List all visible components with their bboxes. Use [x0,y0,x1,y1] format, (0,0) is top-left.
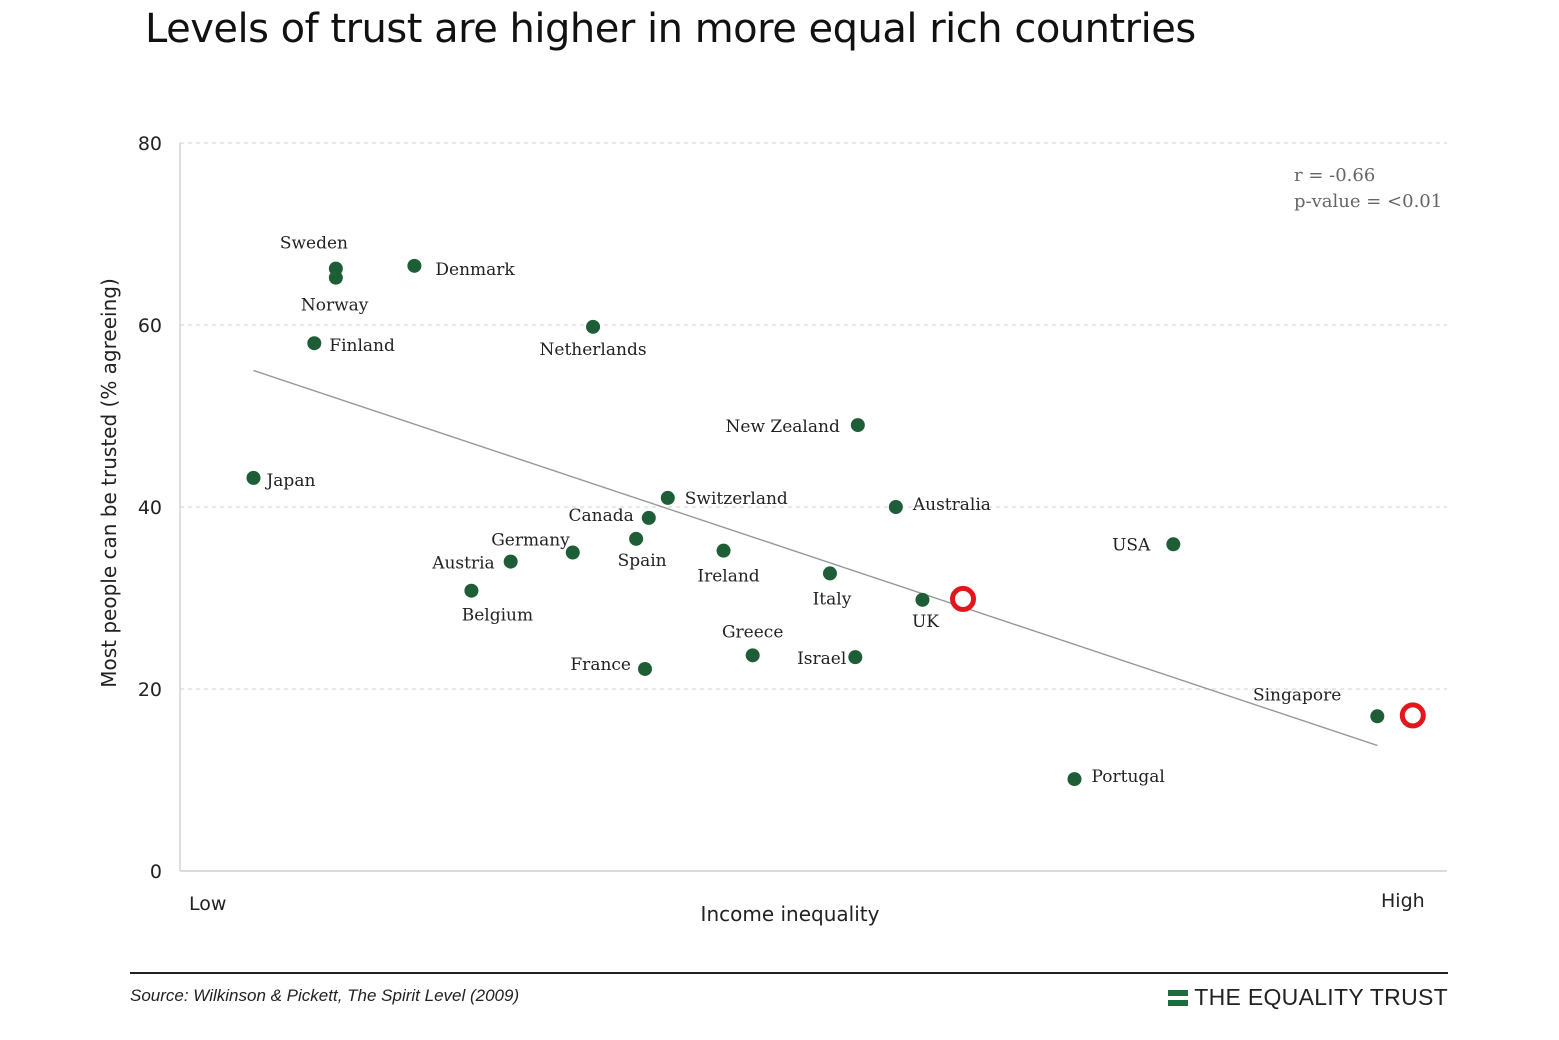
label-new-zealand: New Zealand [726,417,840,437]
x-tick-low: Low [189,893,226,915]
label-canada: Canada [569,506,634,526]
label-netherlands: Netherlands [540,340,647,360]
axis-layer: 0 20 40 60 80 [138,133,1447,883]
point-norway [328,270,343,285]
point-france [637,661,652,676]
label-greece: Greece [722,622,783,642]
point-singapore [1370,709,1385,724]
point-italy [822,566,837,581]
label-germany: Germany [491,531,570,551]
highlight-layer [950,585,1426,729]
point-greece [745,648,760,663]
point-usa [1166,537,1181,552]
y-tick-label: 0 [150,861,162,883]
point-israel [848,650,863,665]
label-italy: Italy [813,589,852,609]
point-australia [888,500,903,514]
label-japan: Japan [264,471,315,491]
label-australia: Australia [912,495,991,515]
chart-title: Levels of trust are higher in more equal… [145,6,1196,52]
label-belgium: Belgium [462,606,533,626]
labels-layer: Sweden Norway Denmark Finland Netherlands Jap… [264,234,1341,788]
brand-logo: THE EQUALITY TRUST [1168,984,1448,1011]
label-sweden: Sweden [280,234,348,254]
label-singapore: Singapore [1253,685,1341,705]
point-spain [629,531,644,546]
label-uk: UK [912,612,939,632]
label-norway: Norway [301,296,369,316]
point-ireland [716,543,731,558]
highlight-circle-marker [1399,702,1426,729]
source-citation: Source: Wilkinson & Pickett, The Spirit … [130,986,520,1005]
equality-trust-logo-icon [1168,989,1189,1006]
label-denmark: Denmark [435,260,515,280]
point-austria [503,554,518,569]
y-tick-label: 80 [138,133,162,155]
label-austria: Austria [431,554,494,574]
y-tick-label: 40 [138,497,162,519]
point-finland [307,336,322,351]
label-switzerland: Switzerland [685,489,788,509]
brand-name: THE EQUALITY TRUST [1194,984,1448,1010]
x-axis-title: Income inequality [701,902,880,926]
label-france: France [570,655,631,675]
point-germany [565,545,580,560]
label-portugal: Portugal [1092,767,1165,787]
y-tick-label: 60 [138,315,162,337]
grid-layer [180,142,1447,690]
y-axis-title: Most people can be trusted (% agreeing) [97,278,121,688]
point-switzerland [660,490,675,505]
p-value-label: p-value = <0.01 [1294,191,1442,212]
label-ireland: Ireland [697,567,759,587]
point-japan [246,470,261,485]
point-denmark [407,258,422,273]
label-finland: Finland [329,336,395,356]
y-tick-label: 20 [138,679,162,701]
point-new-zealand [850,418,865,433]
point-canada [641,510,656,525]
point-netherlands [586,319,601,334]
correlation-label: r = -0.66 [1294,165,1375,186]
points-layer [246,258,1385,787]
label-israel: Israel [797,649,846,669]
point-portugal [1067,772,1082,787]
point-uk [915,592,930,607]
label-spain: Spain [618,551,667,571]
footer-divider [130,972,1448,974]
label-usa: USA [1112,535,1151,555]
x-tick-high: High [1381,890,1425,912]
point-belgium [464,583,479,598]
highlight-circle-marker [950,585,977,612]
trend-line [253,369,1378,747]
